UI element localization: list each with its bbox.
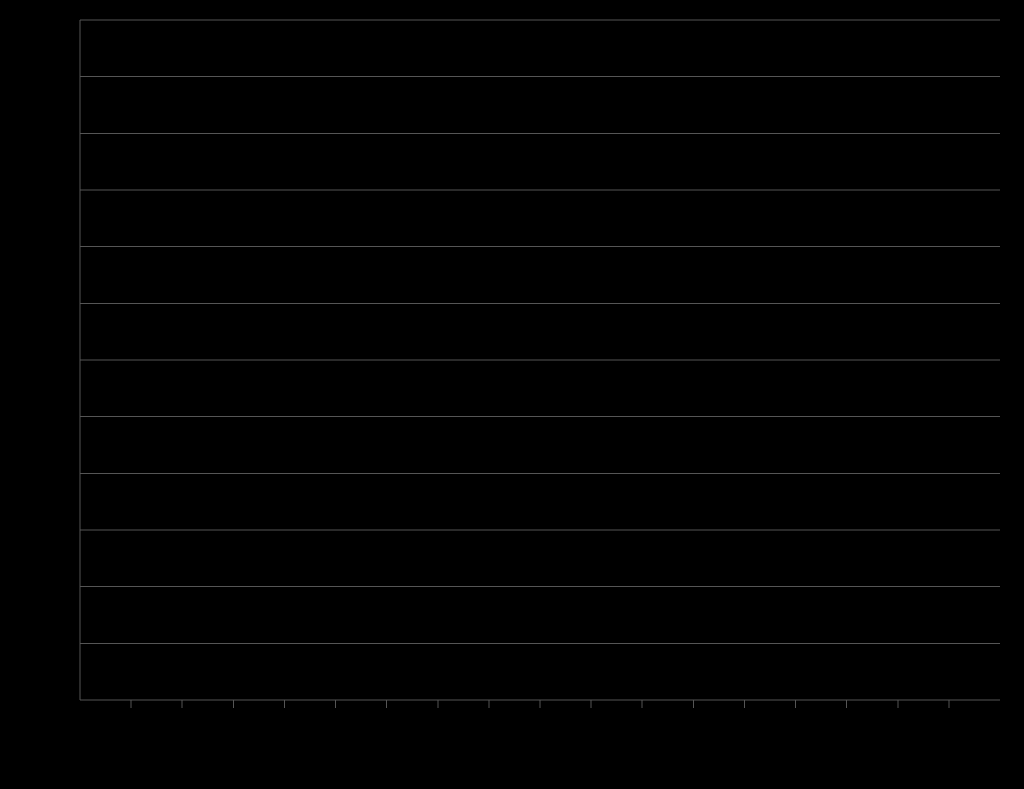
chart-background	[0, 0, 1024, 789]
chart-plot-area	[0, 0, 1024, 789]
chart-svg	[0, 0, 1024, 789]
